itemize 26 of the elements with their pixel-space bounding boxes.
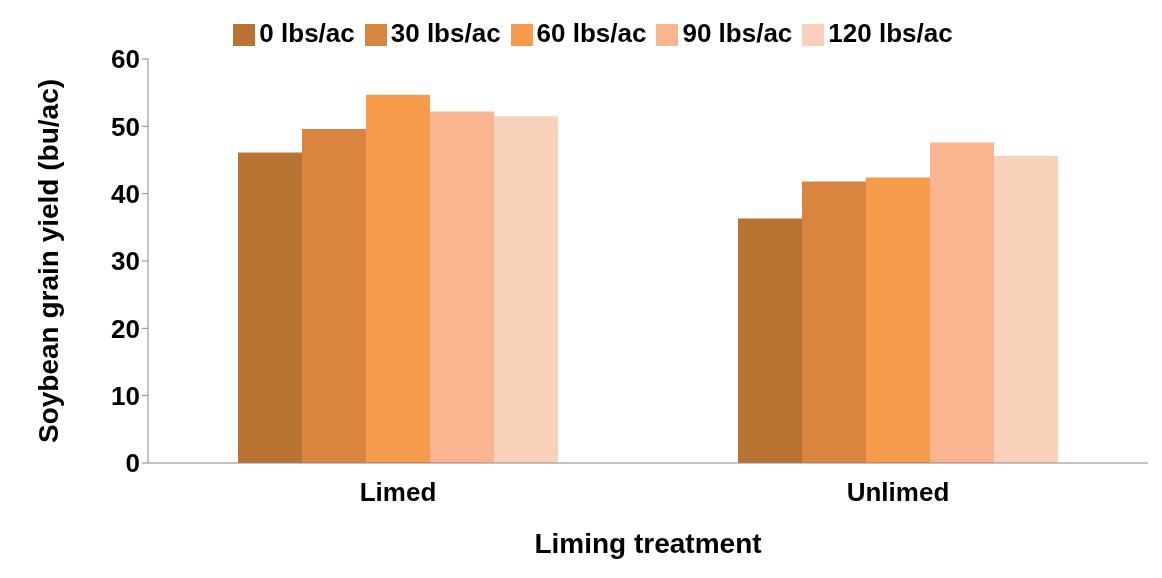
y-tick-label: 0 [125,448,140,479]
y-axis-title: Soybean grain yield (bu/ac) [32,78,64,444]
bar [494,116,558,463]
x-axis-title: Liming treatment [534,528,762,559]
legend-label: 0 lbs/ac [259,18,355,48]
legend-label: 30 lbs/ac [390,18,501,48]
legend-label: 60 lbs/ac [536,18,647,48]
y-tick-label: 30 [111,246,140,277]
y-tick-label: 40 [111,178,140,209]
x-tick-label: Unlimed [846,477,950,508]
bar [930,142,994,463]
x-tick-label: Limed [359,477,437,508]
y-tick-label: 10 [111,380,140,411]
bar [802,181,866,463]
y-tick-label: 50 [111,111,140,142]
bar [238,152,302,463]
legend-label: 120 lbs/ac [828,18,953,48]
bar [366,94,430,463]
bar [994,155,1058,463]
bar [738,218,802,463]
bar [430,111,494,463]
bar [866,177,930,463]
bar [302,129,366,463]
y-tick-label: 60 [111,44,140,75]
y-tick-label: 20 [111,313,140,344]
legend-label: 90 lbs/ac [682,18,793,48]
